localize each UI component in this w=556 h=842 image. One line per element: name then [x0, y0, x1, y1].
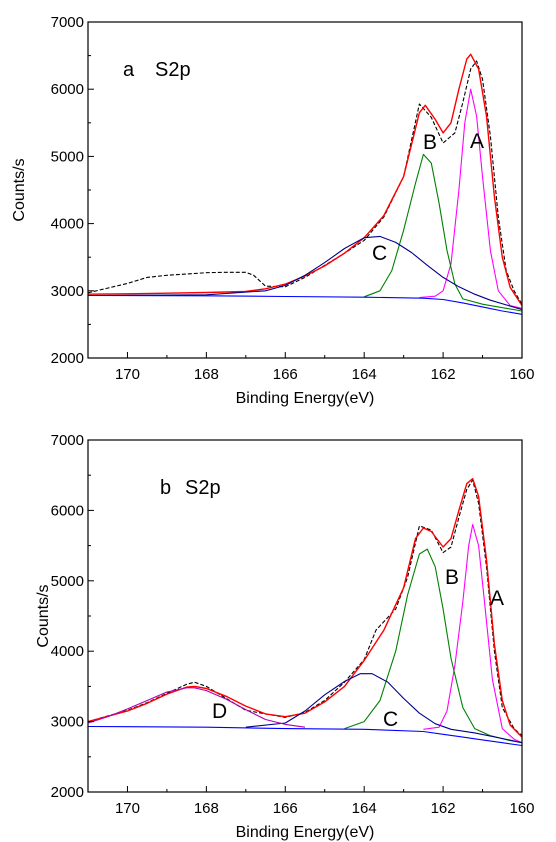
- panel-title: S2p: [155, 59, 191, 81]
- x-tick-label: 162: [431, 366, 456, 383]
- series-d: [88, 687, 306, 728]
- x-tick-label: 160: [509, 366, 534, 383]
- y-tick-label: 6000: [51, 81, 84, 98]
- y-tick-label: 4000: [51, 216, 84, 233]
- series-fit-envelope: [88, 478, 522, 738]
- y-tick-label: 5000: [51, 148, 84, 165]
- peak-label-a: A: [490, 587, 504, 610]
- y-axis-label: Counts/s: [35, 584, 52, 647]
- series-c: [245, 673, 522, 744]
- x-tick-label: 164: [352, 800, 377, 817]
- series-a: [419, 88, 522, 309]
- series-measured: [88, 60, 522, 305]
- plot-frame: [87, 439, 523, 793]
- series-b: [344, 548, 522, 744]
- x-tick-label: 164: [352, 366, 377, 383]
- y-tick-label: 4000: [51, 643, 84, 660]
- peak-label-d: D: [212, 700, 227, 723]
- chart-panel-a: 170 168 166 164 162 160 2000 3000 4000 5000 6000 7…: [11, 14, 535, 407]
- panel-title: S2p: [185, 477, 221, 499]
- series-measured: [88, 479, 522, 737]
- y-tick-label: 2000: [51, 784, 84, 801]
- series-b: [364, 153, 522, 312]
- x-tick-label: 166: [273, 800, 298, 817]
- y-axis-label: Counts/s: [11, 158, 28, 221]
- x-axis-ticks: 170 168 166 164 162 160: [87, 352, 535, 383]
- x-tick-label: 162: [431, 800, 456, 817]
- series-background: [88, 294, 522, 315]
- x-tick-label: 168: [194, 366, 219, 383]
- y-axis-ticks: 2000 3000 4000 5000 6000 7000: [51, 14, 94, 367]
- y-axis-ticks: 2000 3000 4000 5000 6000 7000: [51, 432, 94, 801]
- series-layer: [88, 53, 522, 315]
- y-tick-label: 6000: [51, 502, 84, 519]
- plot-frame: [87, 21, 523, 359]
- panel-letter: b: [160, 477, 171, 499]
- series-fit-envelope: [88, 53, 522, 306]
- series-a: [423, 523, 522, 744]
- peak-label-b: B: [445, 566, 459, 589]
- peak-label-b: B: [423, 131, 437, 154]
- panel-letter: a: [123, 59, 135, 81]
- y-tick-label: 3000: [51, 283, 84, 300]
- x-tick-label: 170: [115, 800, 140, 817]
- x-axis-label: Binding Energy(eV): [236, 824, 375, 841]
- series-layer: [88, 478, 522, 747]
- peak-label-a: A: [470, 130, 484, 153]
- chart-panel-b: 170 168 166 164 162 160 2000 3000 4000 5000 6000 7…: [35, 432, 535, 841]
- y-tick-label: 3000: [51, 714, 84, 731]
- y-tick-label: 7000: [51, 14, 84, 31]
- y-tick-label: 5000: [51, 573, 84, 590]
- series-background: [88, 725, 522, 747]
- x-tick-label: 166: [273, 366, 298, 383]
- x-tick-label: 160: [509, 800, 534, 817]
- x-axis-label: Binding Energy(eV): [236, 390, 375, 407]
- x-tick-label: 168: [194, 800, 219, 817]
- peak-label-c: C: [372, 242, 387, 265]
- series-c: [88, 235, 522, 311]
- y-tick-label: 7000: [51, 432, 84, 449]
- peak-label-c: C: [383, 708, 398, 731]
- y-tick-label: 2000: [51, 350, 84, 367]
- x-tick-label: 170: [115, 366, 140, 383]
- x-axis-ticks: 170 168 166 164 162 160: [87, 786, 535, 817]
